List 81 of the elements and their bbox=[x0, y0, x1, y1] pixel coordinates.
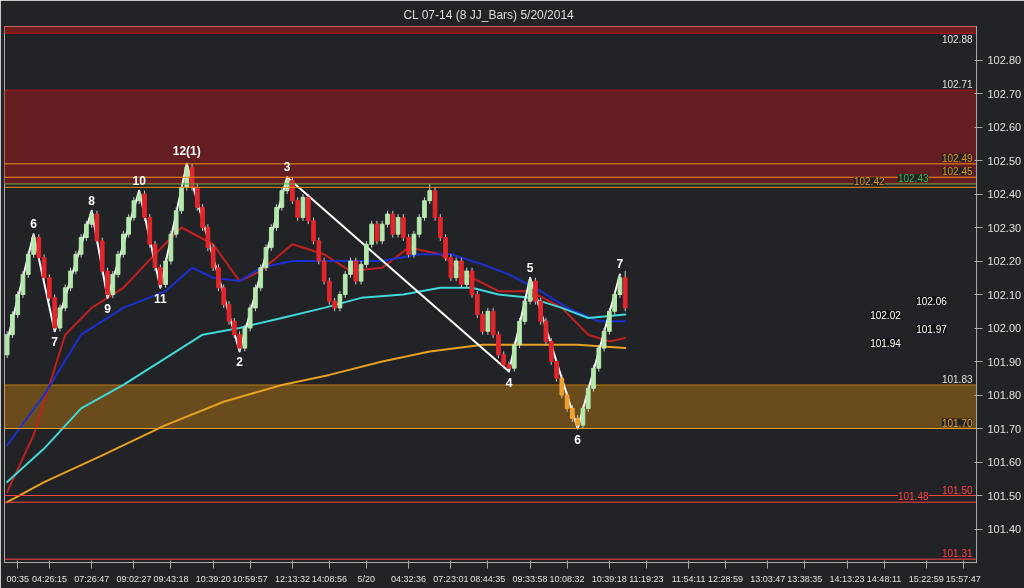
y-tick-label: 101.50 bbox=[987, 489, 1022, 502]
annotation: 7 bbox=[51, 335, 59, 350]
candlestick bbox=[300, 193, 306, 222]
annotation: 11 bbox=[153, 291, 168, 306]
annotation: 10 bbox=[132, 173, 147, 188]
y-tick-label: 102.70 bbox=[987, 87, 1022, 100]
chart-title: CL 07-14 (8 JJ_Bars) 5/20/2014 bbox=[403, 7, 575, 22]
ref-line-label: 101.50 bbox=[941, 484, 973, 496]
x-tick-label: 09:43:18 bbox=[153, 573, 189, 584]
annotation: 4 bbox=[505, 375, 513, 390]
annotation: 7 bbox=[616, 257, 624, 272]
y-tick-label: 102.50 bbox=[987, 154, 1022, 167]
candlestick bbox=[353, 257, 359, 285]
annotation: 9 bbox=[104, 301, 112, 316]
x-tick-label: 11:54:11 bbox=[671, 573, 706, 584]
x-tick-label: 5/20 bbox=[357, 573, 376, 584]
x-tick-label: 15:22:59 bbox=[908, 573, 944, 584]
annotation: 6 bbox=[30, 217, 38, 232]
line-series bbox=[6, 226, 627, 494]
annotation: 102.06 bbox=[916, 295, 948, 307]
x-tick-label: 10:39:20 bbox=[195, 573, 231, 584]
y-tick-label: 102.10 bbox=[987, 288, 1022, 301]
y-tick-label: 102.80 bbox=[987, 54, 1022, 66]
y-tick-label: 102.40 bbox=[987, 188, 1022, 200]
x-tick-label: 10:59:57 bbox=[232, 573, 268, 584]
annotation: 102.02 bbox=[870, 309, 902, 321]
x-tick-label: 04:26:15 bbox=[31, 573, 67, 584]
annotation: 3 bbox=[283, 160, 291, 175]
annotation: 2 bbox=[236, 355, 244, 370]
candlestick bbox=[459, 257, 464, 289]
x-tick-label: 10:39:18 bbox=[591, 573, 627, 584]
x-tick-label: 07:23:01 bbox=[433, 573, 469, 584]
x-tick-label: 00:35 bbox=[6, 573, 29, 584]
x-tick-label: 13:03:47 bbox=[750, 573, 786, 584]
y-tick-label: 101.90 bbox=[987, 355, 1022, 368]
candlestick bbox=[453, 257, 459, 282]
y-tick-label: 101.80 bbox=[987, 389, 1022, 401]
x-tick-label: 08:44:35 bbox=[470, 573, 506, 584]
ref-line-label: 102.43 bbox=[897, 172, 929, 184]
y-tick-label: 102.60 bbox=[987, 121, 1022, 133]
band-label: 101.83 bbox=[941, 373, 973, 385]
line-series bbox=[6, 162, 621, 430]
annotation: 101.97 bbox=[916, 323, 948, 335]
x-tick-label: 10:08:32 bbox=[549, 573, 585, 584]
x-tick-label: 04:32:36 bbox=[391, 573, 427, 584]
y-tick-label: 102.00 bbox=[987, 322, 1022, 334]
x-tick-label: 13:38:35 bbox=[787, 573, 823, 584]
y-tick-label: 101.60 bbox=[987, 456, 1022, 468]
candlestick bbox=[395, 213, 401, 239]
x-tick-label: 07:26:47 bbox=[74, 573, 110, 584]
x-tick-label: 11:19:23 bbox=[629, 573, 664, 584]
annotation: 6 bbox=[574, 432, 582, 447]
x-tick-label: 14:13:23 bbox=[829, 573, 865, 584]
x-tick-label: 14:08:56 bbox=[311, 573, 347, 584]
x-tick-label: 09:33:58 bbox=[512, 573, 548, 584]
annotation: 5 bbox=[526, 260, 534, 275]
ref-line-label: 101.31 bbox=[941, 548, 973, 560]
annotation: 8 bbox=[88, 193, 96, 208]
candlestick bbox=[485, 307, 491, 336]
annotation: 101.94 bbox=[870, 337, 902, 349]
band-label: 102.88 bbox=[941, 34, 973, 46]
ref-line-label: 102.45 bbox=[941, 166, 973, 178]
ref-line-label: 101.70 bbox=[941, 417, 973, 429]
band-label: 102.71 bbox=[941, 79, 973, 91]
ref-line-label: 101.48 bbox=[897, 491, 929, 503]
x-tick-label: 14:48:11 bbox=[866, 573, 902, 584]
x-tick-label: 12:13:32 bbox=[274, 573, 310, 584]
y-tick-label: 102.30 bbox=[987, 221, 1022, 234]
ref-line-label: 102.42 bbox=[853, 176, 885, 188]
annotation: 12(1) bbox=[172, 143, 201, 158]
candlestick bbox=[464, 267, 470, 289]
x-tick-label: 15:57:47 bbox=[945, 573, 981, 584]
x-tick-label: 09:02:27 bbox=[116, 573, 152, 584]
ref-line-label: 102.49 bbox=[941, 152, 973, 164]
candlestick bbox=[374, 220, 380, 245]
x-tick-label: 12:28:59 bbox=[708, 573, 744, 584]
y-tick-label: 102.20 bbox=[987, 255, 1022, 267]
candlestick bbox=[390, 210, 396, 239]
line-series bbox=[6, 253, 627, 447]
y-tick-label: 101.40 bbox=[987, 523, 1022, 535]
y-tick-label: 101.70 bbox=[987, 422, 1022, 435]
